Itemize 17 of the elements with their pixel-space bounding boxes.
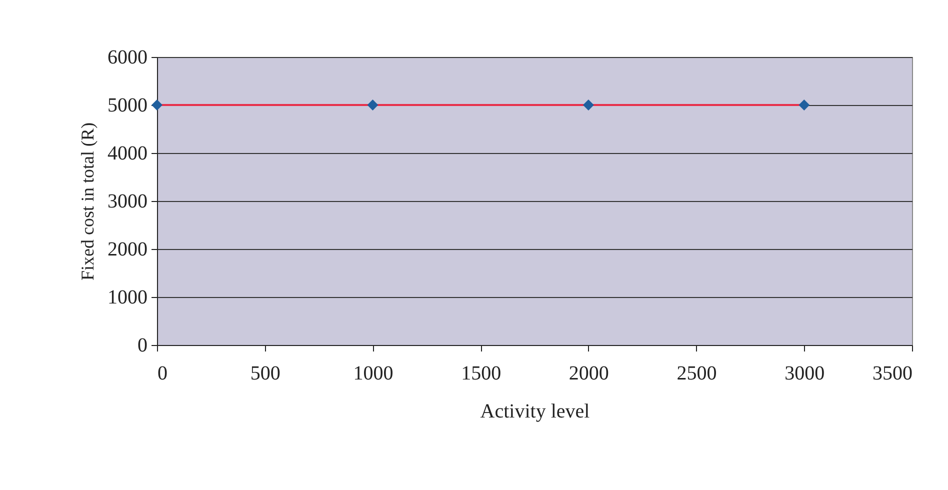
x-tick-label: 1500 xyxy=(461,362,502,384)
y-tick-label: 5000 xyxy=(108,94,148,116)
y-tick-label: 3000 xyxy=(108,190,148,212)
y-tick-label: 6000 xyxy=(108,46,148,68)
x-tick-label: 3500 xyxy=(872,362,912,384)
x-tick-label: 2500 xyxy=(676,362,717,384)
x-tick-label: 1000 xyxy=(353,362,394,384)
x-tick-label: 0 xyxy=(158,362,168,384)
x-axis-title: Activity level xyxy=(480,400,590,422)
x-tick-label: 2000 xyxy=(568,362,609,384)
y-tick-label: 1000 xyxy=(108,286,148,308)
y-tick-label: 4000 xyxy=(108,142,148,164)
x-tick-label: 500 xyxy=(250,362,280,384)
x-tick-label: 3000 xyxy=(784,362,825,384)
y-tick-label: 0 xyxy=(138,334,148,356)
y-tick-label: 2000 xyxy=(108,238,148,260)
y-axis-title: Fixed cost in total (R) xyxy=(78,122,98,280)
